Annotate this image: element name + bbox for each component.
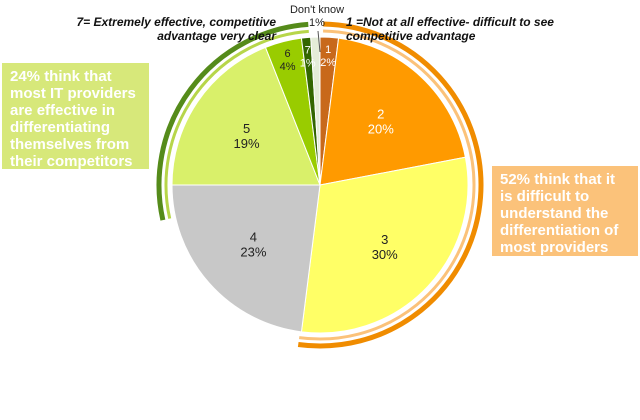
slice-value-2: 20% (368, 121, 394, 136)
dont-know-annotation: Don't know 1% (282, 4, 352, 30)
slice-label-4: 4 (250, 230, 257, 245)
pie-slice-4 (171, 184, 321, 333)
slice-value-5: 19% (234, 136, 260, 151)
dont-know-label: Don't know (289, 4, 345, 16)
pie-slices (171, 36, 469, 334)
slice-value-6: 4% (280, 61, 296, 73)
slice-value-1: 2% (320, 57, 336, 69)
effective-highlight-arc-outer (156, 21, 309, 221)
slice-label-7: 7 (305, 44, 311, 56)
slice-value-4: 23% (240, 245, 266, 260)
effective-highlight-arc-inner (164, 29, 309, 219)
slice-label-6: 6 (285, 48, 291, 60)
slice-label-2: 2 (377, 106, 384, 121)
slice-label-5: 5 (243, 121, 250, 136)
pie-slice-labels: 12% 220% 330% 423% 519% 64% 71% (234, 44, 399, 262)
callout-effective: 24% think that most IT providers are eff… (2, 63, 149, 170)
slice-label-3: 3 (381, 232, 388, 247)
dont-know-value: 1% (309, 17, 325, 29)
difficult-highlight-arc-inner (298, 29, 476, 341)
pie-slice-5 (171, 46, 321, 186)
slice-value-7: 1% (300, 57, 316, 69)
scale-low-annotation: 1 =Not at all effective- difficult to se… (346, 15, 554, 43)
highlight-arcs (156, 21, 484, 349)
slice-value-3: 30% (372, 247, 398, 262)
pie-slice-3 (300, 156, 469, 334)
dont-know-leader-line (317, 30, 321, 53)
pie-slice-2 (319, 37, 466, 186)
pie-slice-don-t-know (310, 36, 321, 186)
difficult-highlight-arc-outer (297, 21, 484, 349)
scale-high-annotation: 7= Extremely effective, competitive adva… (76, 15, 276, 43)
callout-difficult: 52% think that it is difficult to unders… (492, 166, 638, 256)
slice-label-1: 1 (325, 44, 331, 56)
